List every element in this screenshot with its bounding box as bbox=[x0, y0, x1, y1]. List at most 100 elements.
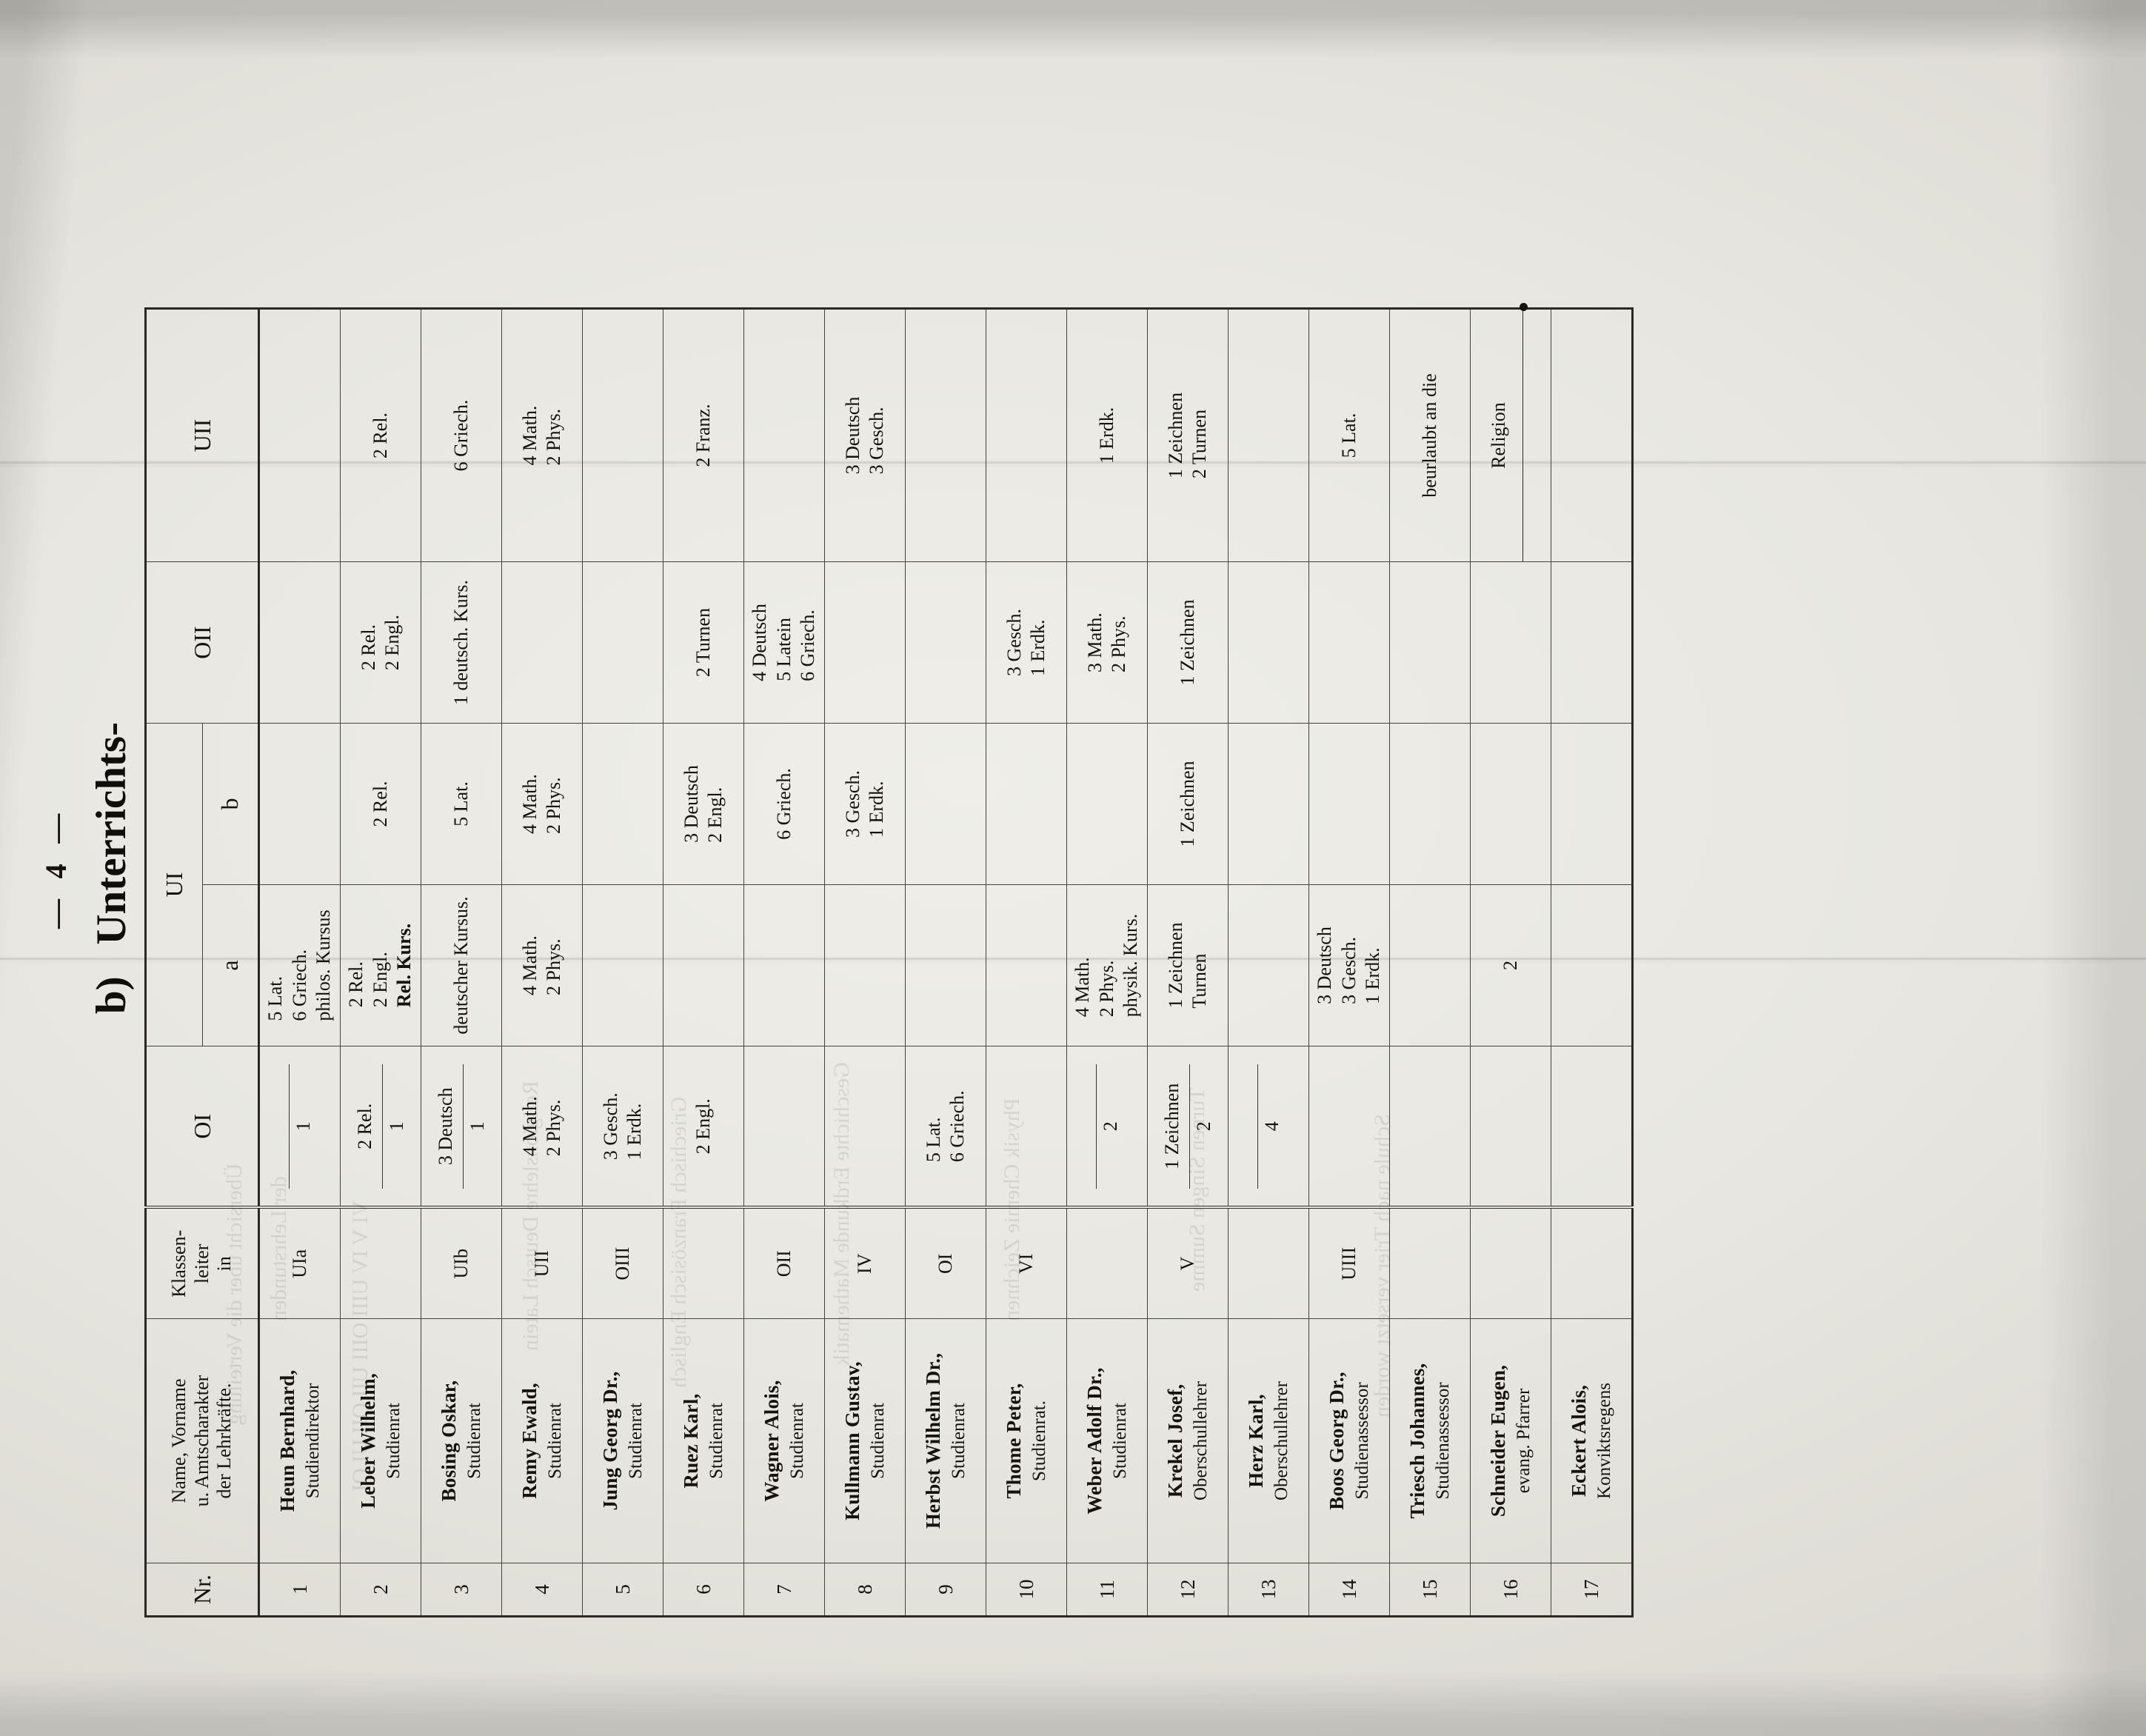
ui-a-subjects: 4 Math. 2 Phys. bbox=[518, 935, 566, 995]
col-header-name: Name, Vorname u. Amtscharakter der Lehrk… bbox=[145, 1318, 259, 1563]
teacher-name: Thome Peter, bbox=[1002, 1383, 1025, 1499]
teacher-name: Leber Wilhelm, bbox=[356, 1373, 379, 1509]
oi-cell bbox=[824, 1046, 906, 1208]
teacher-rank: Studienassessor bbox=[1351, 1382, 1372, 1500]
ui-b-cell bbox=[1228, 723, 1309, 885]
teacher-name: Eckert Alois, bbox=[1567, 1384, 1590, 1498]
teacher-rank: evang. Pfarrer bbox=[1513, 1388, 1534, 1494]
teacher-name-cell: Kullmann Gustav, Studienrat bbox=[824, 1318, 906, 1563]
oi-note: 4 bbox=[1257, 1046, 1283, 1206]
ui-a-cell: 1 Zeichnen Turnen bbox=[1147, 884, 1229, 1046]
table-row: 12 Krekel Josef, Oberschullehrer V 1 Zeichne… bbox=[1147, 308, 1229, 1617]
subject-line: 3 Deutsch bbox=[841, 396, 863, 475]
klassenleiter-cell: OII bbox=[743, 1207, 825, 1319]
col-header-name-line3: der Lehrkräfte. bbox=[213, 1383, 235, 1499]
religion-leader-line bbox=[1511, 310, 1534, 561]
subject-line: 5 Latein bbox=[772, 617, 795, 681]
subject-line: 6 Griech. bbox=[288, 949, 310, 1021]
ui-a-subjects: 2 bbox=[1499, 961, 1523, 970]
ui-b-subjects: 4 Math. 2 Phys. bbox=[518, 774, 566, 834]
note-rule bbox=[1189, 1064, 1190, 1189]
klassenleiter-cell: UII bbox=[501, 1207, 583, 1319]
oii-cell bbox=[905, 561, 986, 724]
oi-note: 1 bbox=[381, 1046, 408, 1206]
ui-a-cell bbox=[663, 884, 744, 1046]
teacher-rank: Studienrat bbox=[625, 1403, 646, 1479]
table-row: 2 Leber Wilhelm, Studienrat 2 Rel. 1 2 Rel. 2 … bbox=[340, 308, 421, 1617]
ui-a-cell bbox=[1228, 884, 1309, 1046]
subject-line: 3 Gesch. bbox=[841, 770, 863, 838]
oii-cell bbox=[824, 561, 906, 724]
subject-line: 1 Zeichnen bbox=[1176, 599, 1198, 686]
ui-b-cell: 4 Math. 2 Phys. bbox=[501, 723, 583, 885]
uii-subjects: 6 Griech. bbox=[449, 400, 474, 472]
uii-cell: 1 Zeichnen 2 Turnen bbox=[1147, 308, 1229, 562]
teacher-name-cell: Bosing Oskar, Studienrat bbox=[421, 1318, 502, 1563]
teacher-name-cell: Leber Wilhelm, Studienrat bbox=[340, 1318, 421, 1563]
table-row: 9 Herbst Wilhelm Dr., Studienrat OI 5 Lat. 6 … bbox=[905, 308, 986, 1617]
col-header-ui-b: b bbox=[202, 723, 259, 885]
ui-b-subjects: 3 Gesch. 1 Erdk. bbox=[841, 770, 889, 838]
ui-a-cell: 3 Deutsch 3 Gesch. 1 Erdk. bbox=[1308, 884, 1390, 1046]
subject-line: 1 Zeichnen bbox=[1161, 1083, 1183, 1169]
teacher-rank: Studienrat bbox=[1109, 1403, 1130, 1479]
row-number: 4 bbox=[501, 1563, 583, 1617]
teacher-rank: Studienrat bbox=[786, 1403, 807, 1479]
subject-line: 2 Turnen bbox=[692, 607, 714, 678]
teacher-name-cell: Jung Georg Dr., Studienrat bbox=[582, 1318, 663, 1563]
uii-cell bbox=[986, 308, 1067, 562]
ui-a-cell bbox=[582, 884, 663, 1046]
uii-cell bbox=[1551, 308, 1633, 562]
uii-cell bbox=[743, 308, 825, 562]
klassenleiter-cell bbox=[1228, 1207, 1309, 1319]
klassenleiter-line1: Klassen- bbox=[167, 1229, 190, 1298]
subject-line: philos. Kursus bbox=[312, 909, 335, 1021]
oii-cell bbox=[1228, 561, 1309, 724]
ui-b-cell bbox=[258, 723, 341, 885]
subject-line: 1 Zeichnen bbox=[1164, 392, 1186, 479]
uii-subjects: 2 Rel. bbox=[369, 413, 393, 458]
subject-line: 1 Zeichnen bbox=[1164, 922, 1186, 1009]
teacher-name-cell: Krekel Josef, Oberschullehrer bbox=[1147, 1318, 1229, 1563]
uii-cell: 5 Lat. bbox=[1308, 308, 1390, 562]
teaching-schedule-table: Nr. Name, Vorname u. Amtscharakter der L… bbox=[144, 307, 1634, 1618]
subject-line: 4 Math. bbox=[518, 935, 541, 995]
oii-subjects: 1 Zeichnen bbox=[1176, 599, 1200, 685]
ui-b-cell: 3 Deutsch 2 Engl. bbox=[663, 723, 744, 885]
uii-subjects: Religion bbox=[1487, 402, 1511, 469]
teacher-rank: Studienassessor bbox=[1432, 1382, 1453, 1500]
row-number: 5 bbox=[582, 1563, 663, 1617]
ui-a-cell bbox=[905, 884, 986, 1046]
oii-subjects: 4 Deutsch 5 Latein 6 Griech. bbox=[748, 604, 820, 681]
uii-cell bbox=[1228, 308, 1309, 562]
oii-cell bbox=[501, 561, 583, 724]
folio-number: — 4 — bbox=[39, 807, 73, 929]
row-number: 7 bbox=[743, 1563, 825, 1617]
ui-b-cell: 6 Griech. bbox=[743, 723, 825, 885]
klassenleiter-cell: V bbox=[1147, 1207, 1229, 1319]
oi-note: 2 bbox=[1189, 1046, 1215, 1206]
row-number: 17 bbox=[1551, 1563, 1633, 1617]
ui-b-cell bbox=[1551, 723, 1633, 885]
uii-cell: 1 Erdk. bbox=[1066, 308, 1148, 562]
table-row: 3 Bosing Oskar, Studienrat UIb 3 Deutsch 1 deu… bbox=[421, 308, 502, 1617]
ui-b-subjects: 6 Griech. bbox=[772, 768, 797, 840]
subject-line: 2 Phys. bbox=[543, 1099, 564, 1157]
ui-b-cell bbox=[1308, 723, 1390, 885]
uii-cell: Religion bbox=[1470, 308, 1551, 562]
teacher-name: Remy Ewald, bbox=[518, 1383, 541, 1499]
note-rule bbox=[1096, 1064, 1097, 1189]
teacher-name: Triesch Johannes, bbox=[1405, 1363, 1428, 1519]
ui-a-cell bbox=[743, 884, 825, 1046]
subject-line: 3 Gesch. bbox=[1003, 609, 1025, 676]
subject-line: 4 Math. bbox=[518, 1096, 541, 1157]
subject-line: 1 Erdk. bbox=[624, 1103, 645, 1161]
oii-cell bbox=[1389, 561, 1471, 724]
teacher-name-cell: Schneider Eugen, evang. Pfarrer bbox=[1470, 1318, 1551, 1563]
ui-a-subjects: deutscher Kursus. bbox=[449, 896, 474, 1034]
teacher-name: Ruez Karl, bbox=[679, 1393, 702, 1489]
teacher-rank: Studienrat bbox=[948, 1403, 969, 1479]
table-header: Nr. Name, Vorname u. Amtscharakter der L… bbox=[145, 308, 259, 1617]
ui-a-cell: 4 Math. 2 Phys. physik. Kurs. bbox=[1066, 884, 1148, 1046]
